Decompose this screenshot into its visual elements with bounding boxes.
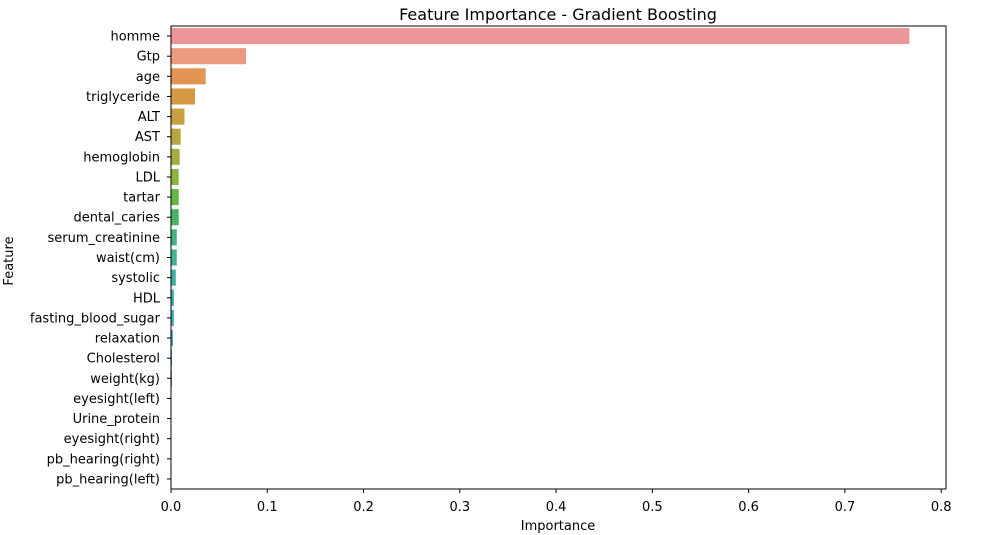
y-tick-layer: homme Gtp age triglyceride ALT AST hemoglobin L… bbox=[30, 30, 171, 487]
x-tick-label: 0.3 bbox=[449, 500, 470, 515]
bar-homme bbox=[171, 28, 910, 45]
bar-dental_caries bbox=[171, 209, 179, 226]
bar-waist(cm) bbox=[171, 249, 177, 266]
y-tick-label: homme bbox=[110, 30, 160, 45]
y-tick-label: age bbox=[136, 70, 160, 85]
y-tick-label: pb_hearing(right) bbox=[47, 452, 160, 467]
y-tick-label: Gtp bbox=[137, 50, 160, 65]
x-tick-label: 0.2 bbox=[353, 500, 374, 515]
bar-tartar bbox=[171, 189, 179, 206]
x-tick-label: 0.0 bbox=[161, 500, 182, 515]
bar-serum_creatinine bbox=[171, 229, 177, 246]
y-tick-label: Urine_protein bbox=[73, 412, 160, 427]
y-tick-label: triglyceride bbox=[86, 90, 160, 105]
y-tick-label: waist(cm) bbox=[96, 251, 160, 266]
y-tick-label: eyesight(right) bbox=[64, 432, 160, 447]
bar-ALT bbox=[171, 108, 185, 125]
y-tick-label: fasting_blood_sugar bbox=[30, 311, 161, 326]
y-tick-label: Cholesterol bbox=[87, 352, 160, 367]
bar-triglyceride bbox=[171, 88, 196, 105]
bar-age bbox=[171, 68, 206, 85]
y-tick-label: pb_hearing(left) bbox=[56, 472, 160, 487]
bar-AST bbox=[171, 128, 181, 145]
x-axis-label: Importance bbox=[521, 519, 596, 534]
y-tick-label: AST bbox=[135, 130, 160, 145]
x-tick-label: 0.1 bbox=[257, 500, 278, 515]
y-tick-label: weight(kg) bbox=[90, 372, 160, 387]
x-tick-label: 0.4 bbox=[546, 500, 567, 515]
bar-hemoglobin bbox=[171, 148, 180, 165]
bar-HDL bbox=[171, 289, 174, 306]
bar-Gtp bbox=[171, 48, 247, 65]
chart-title: Feature Importance - Gradient Boosting bbox=[399, 5, 717, 24]
bar-layer bbox=[171, 28, 910, 487]
y-tick-label: dental_caries bbox=[73, 211, 160, 226]
bar-fasting_blood_sugar bbox=[171, 309, 174, 326]
x-tick-label: 0.7 bbox=[835, 500, 856, 515]
y-tick-label: serum_creatinine bbox=[48, 231, 161, 246]
y-tick-label: eyesight(left) bbox=[73, 392, 160, 407]
y-axis-label: Feature bbox=[2, 236, 17, 285]
y-tick-label: LDL bbox=[136, 170, 161, 185]
bar-LDL bbox=[171, 168, 179, 186]
y-tick-label: HDL bbox=[133, 291, 161, 306]
y-tick-label: hemoglobin bbox=[83, 150, 160, 165]
x-tick-label: 0.5 bbox=[642, 500, 663, 515]
plot-frame bbox=[170, 25, 947, 490]
y-tick-label: tartar bbox=[123, 191, 160, 206]
x-tick-layer: 0.0 0.1 0.2 0.3 0.4 0.5 0.6 0.7 0.8 bbox=[161, 489, 952, 515]
y-tick-label: ALT bbox=[138, 110, 160, 125]
x-tick-label: 0.6 bbox=[738, 500, 759, 515]
y-tick-label: relaxation bbox=[95, 332, 160, 347]
x-tick-label: 0.8 bbox=[931, 500, 952, 515]
y-tick-label: systolic bbox=[111, 271, 160, 286]
bar-systolic bbox=[171, 269, 176, 286]
bar-relaxation bbox=[171, 329, 173, 347]
